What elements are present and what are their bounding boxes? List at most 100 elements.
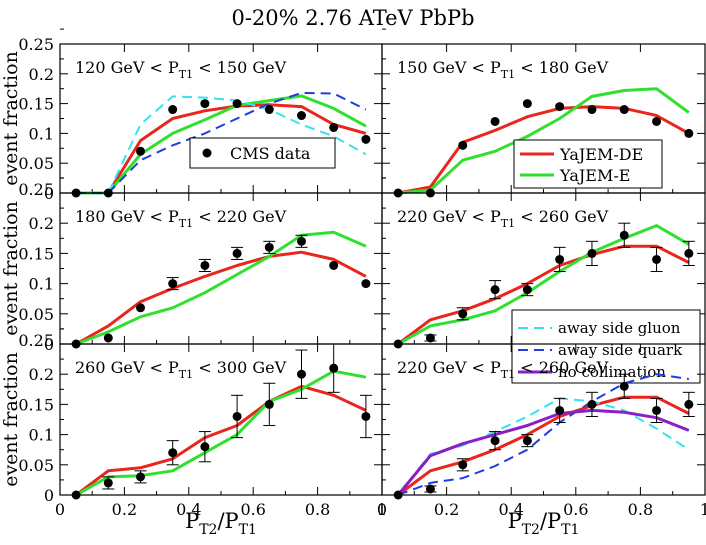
cms-point xyxy=(297,111,306,121)
y-tick-label: 0.2 xyxy=(29,65,54,84)
cms-point xyxy=(103,478,113,488)
cms-point xyxy=(168,448,178,458)
cms-point xyxy=(458,140,468,150)
panel-p3: 0 0.05 0.1 0.15 0.2 0.25 180 GeV < PT1 < 220 G… xyxy=(18,177,383,354)
y-tick-label: 0.15 xyxy=(18,244,54,263)
legend-cms-label: CMS data xyxy=(230,144,311,163)
cms-point xyxy=(329,122,339,132)
panel-title: 150 GeV < PT1 < 180 GeV xyxy=(397,58,609,81)
panel-p6: 0 0.2 0.4 0.6 0.8 1 220 GeV < PT1 < 260 GeV xyxy=(377,328,706,519)
x-tick-label: 0.4 xyxy=(176,500,201,519)
cms-point xyxy=(522,436,532,446)
x-tick-label: 0 xyxy=(55,500,65,519)
y-tick-label: 0 xyxy=(44,184,54,203)
panel-p1: 0 0.05 0.1 0.15 0.2 0.25 120 GeV < PT1 < 150 G… xyxy=(18,28,383,203)
cms-point xyxy=(264,399,274,409)
cms-point xyxy=(136,472,145,482)
x-tick-label: 0.8 xyxy=(305,500,330,519)
y-tick-label: 0.1 xyxy=(29,426,54,445)
series-de xyxy=(76,103,367,195)
x-tick-label: 0.4 xyxy=(498,500,523,519)
legend-box xyxy=(513,139,663,189)
cms-point xyxy=(200,260,210,270)
legend-de-label: YaJEM-DE xyxy=(559,145,643,164)
x-tick-label: 1 xyxy=(700,500,706,519)
figure-title: 0-20% 2.76 ATeV PbPb xyxy=(231,6,474,30)
series-quark xyxy=(76,91,367,194)
cms-point xyxy=(103,333,113,343)
legend-quark-label: away side quark xyxy=(558,341,683,359)
panel-title: 260 GeV < PT1 < 300 GeV xyxy=(75,358,287,381)
panel-title: 120 GeV < PT1 < 150 GeV xyxy=(75,58,287,81)
y-tick-label: 0 xyxy=(44,335,54,354)
x-axis-label: PT2/PT1 xyxy=(508,509,580,538)
panel-p2: 150 GeV < PT1 < 180 GeV YaJEM-DE YaJEM-E xyxy=(381,28,706,198)
cms-point xyxy=(200,99,210,109)
cms-point xyxy=(232,411,242,421)
cms-point xyxy=(361,279,371,289)
cms-point xyxy=(490,116,500,126)
y-tick-label: 0 xyxy=(44,486,54,505)
series-e xyxy=(397,87,690,195)
y-tick-label: 0.25 xyxy=(18,35,54,54)
y-tick-label: 0.2 xyxy=(29,214,54,233)
series-de xyxy=(75,384,367,497)
cms-point xyxy=(361,411,371,421)
x-tick-label: 0.2 xyxy=(434,500,459,519)
series-quark xyxy=(397,373,689,496)
y-tick-label: 0.15 xyxy=(18,395,54,414)
cms-point xyxy=(329,363,339,373)
panel-title: 220 GeV < PT1 < 260 GeV xyxy=(397,358,609,381)
y-axis-label: event fraction xyxy=(0,51,22,186)
legend-cms-marker xyxy=(202,148,212,158)
x-tick-label: 0.2 xyxy=(112,500,137,519)
cms-point xyxy=(200,442,210,452)
cms-point xyxy=(425,484,435,494)
x-tick-label: 1 xyxy=(377,500,387,519)
y-tick-label: 0.25 xyxy=(18,331,54,350)
cms-point xyxy=(652,405,662,415)
y-tick-label: 0.15 xyxy=(18,95,54,114)
y-axis-label: event fraction xyxy=(0,352,22,487)
legend-e-label: YaJEM-E xyxy=(559,166,630,185)
series-gluon xyxy=(76,95,367,194)
cms-point xyxy=(168,279,178,289)
cms-point xyxy=(684,128,694,138)
cms-point xyxy=(490,285,500,295)
cms-point xyxy=(619,105,629,115)
cms-point xyxy=(522,99,532,109)
cms-point xyxy=(490,436,500,446)
series-e xyxy=(75,230,367,346)
y-tick-label: 0.1 xyxy=(29,275,54,294)
series-gluon xyxy=(397,397,690,496)
cms-point xyxy=(652,254,662,264)
cms-point xyxy=(168,105,178,115)
series-de xyxy=(397,395,690,497)
cms-point xyxy=(684,399,694,409)
cms-point xyxy=(425,333,435,343)
x-tick-label: 0.6 xyxy=(563,500,588,519)
series-de xyxy=(75,250,367,346)
cms-point xyxy=(684,248,694,258)
y-tick-label: 0.05 xyxy=(18,305,54,324)
cms-point xyxy=(297,369,306,379)
cms-point xyxy=(587,399,597,409)
cms-point xyxy=(555,405,565,415)
x-tick-label: 0 xyxy=(377,500,387,519)
cms-point xyxy=(458,309,468,319)
series-nocoll xyxy=(396,408,690,496)
panel-p4: 220 GeV < PT1 < 260 GeV away side gluon aw… xyxy=(381,177,706,384)
cms-point xyxy=(136,146,145,156)
panel-title: 220 GeV < PT1 < 260 GeV xyxy=(397,207,609,230)
cms-point xyxy=(458,460,468,470)
cms-point xyxy=(264,242,274,252)
x-tick-label: 0.6 xyxy=(240,500,265,519)
panel-title: 180 GeV < PT1 < 220 GeV xyxy=(75,207,287,230)
cms-point xyxy=(264,105,274,115)
series-de xyxy=(397,244,690,346)
y-axis-label: event fraction xyxy=(0,201,22,336)
cms-point xyxy=(587,248,597,258)
cms-point xyxy=(522,285,532,295)
